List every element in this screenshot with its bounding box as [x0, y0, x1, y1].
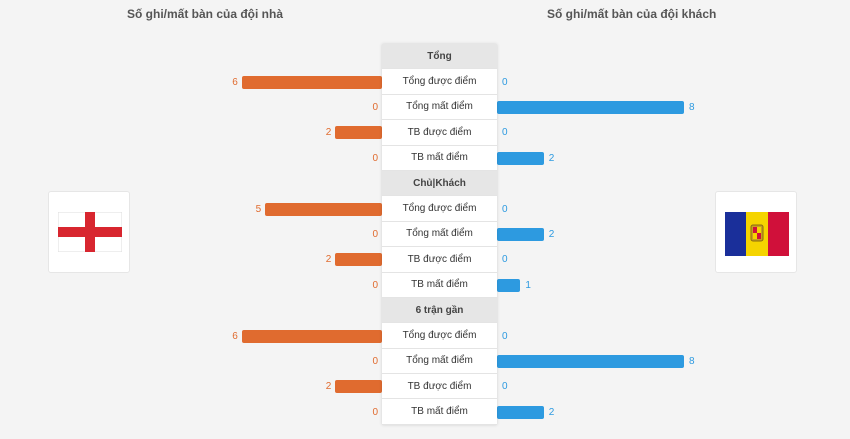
home-bar [335, 253, 382, 267]
home-value: 0 [372, 102, 378, 113]
home-value: 0 [372, 279, 378, 291]
section-header: Chủ|Khách [382, 170, 497, 197]
away-bar [497, 228, 544, 241]
away-value: 0 [502, 76, 508, 88]
stat-label: Tổng được điểm [382, 196, 497, 222]
home-value: 6 [232, 76, 238, 88]
stat-label: Tổng được điểm [382, 69, 497, 95]
home-value: 2 [325, 254, 332, 266]
away-value: 8 [689, 356, 695, 367]
away-value: 0 [502, 254, 508, 266]
away-value: 1 [525, 279, 531, 291]
home-value: 2 [325, 381, 332, 393]
england-flag-icon [58, 212, 122, 252]
home-title: Số ghi/mất bàn của đội nhà [127, 7, 284, 21]
away-bar [497, 101, 684, 114]
home-team-card [48, 191, 130, 273]
home-value: 5 [255, 203, 262, 215]
stat-label: TB mất điểm [382, 399, 497, 425]
home-bar [241, 75, 382, 89]
home-value: 0 [372, 406, 378, 418]
home-bar [265, 202, 382, 216]
away-team-card [715, 191, 797, 273]
home-value: 6 [232, 330, 238, 342]
away-value: 0 [502, 203, 508, 215]
stat-label-column: Tổng Tổng được điểm Tổng mất điểm TB được đ… [382, 44, 497, 425]
stat-label: TB được điểm [382, 247, 497, 273]
away-bar [497, 151, 544, 165]
home-bar [335, 126, 382, 140]
stat-label: Tổng được điểm [382, 323, 497, 349]
home-value: 2 [325, 127, 332, 139]
header: Số ghi/mất bàn của đội nhà Số ghi/mất bà… [0, 0, 850, 28]
home-value: 0 [372, 229, 378, 240]
away-value: 2 [548, 406, 555, 418]
home-value: 0 [372, 356, 378, 367]
away-value: 0 [502, 127, 508, 139]
stat-label: TB được điểm [382, 374, 497, 400]
away-value: 8 [689, 102, 695, 113]
away-value: 0 [502, 330, 508, 342]
stat-label: Tổng mất điểm [382, 94, 497, 121]
away-bar [497, 355, 684, 368]
andorra-flag-icon [725, 212, 789, 256]
away-value: 2 [548, 229, 555, 240]
home-value: 0 [372, 152, 378, 164]
away-bar [497, 278, 521, 292]
stat-label: Tổng mất điểm [382, 221, 497, 248]
stat-label: TB mất điểm [382, 145, 497, 171]
home-bar [241, 329, 382, 343]
away-value: 2 [548, 152, 555, 164]
stat-label: Tổng mất điểm [382, 348, 497, 375]
section-header: Tổng [382, 44, 497, 70]
away-title: Số ghi/mất bàn của đội khách [547, 7, 717, 21]
stat-label: TB mất điểm [382, 272, 497, 298]
away-value: 0 [502, 381, 508, 393]
section-header: 6 trận gần [382, 297, 497, 324]
away-bar [497, 405, 544, 419]
stat-label: TB được điểm [382, 120, 497, 146]
home-bar [335, 380, 382, 394]
